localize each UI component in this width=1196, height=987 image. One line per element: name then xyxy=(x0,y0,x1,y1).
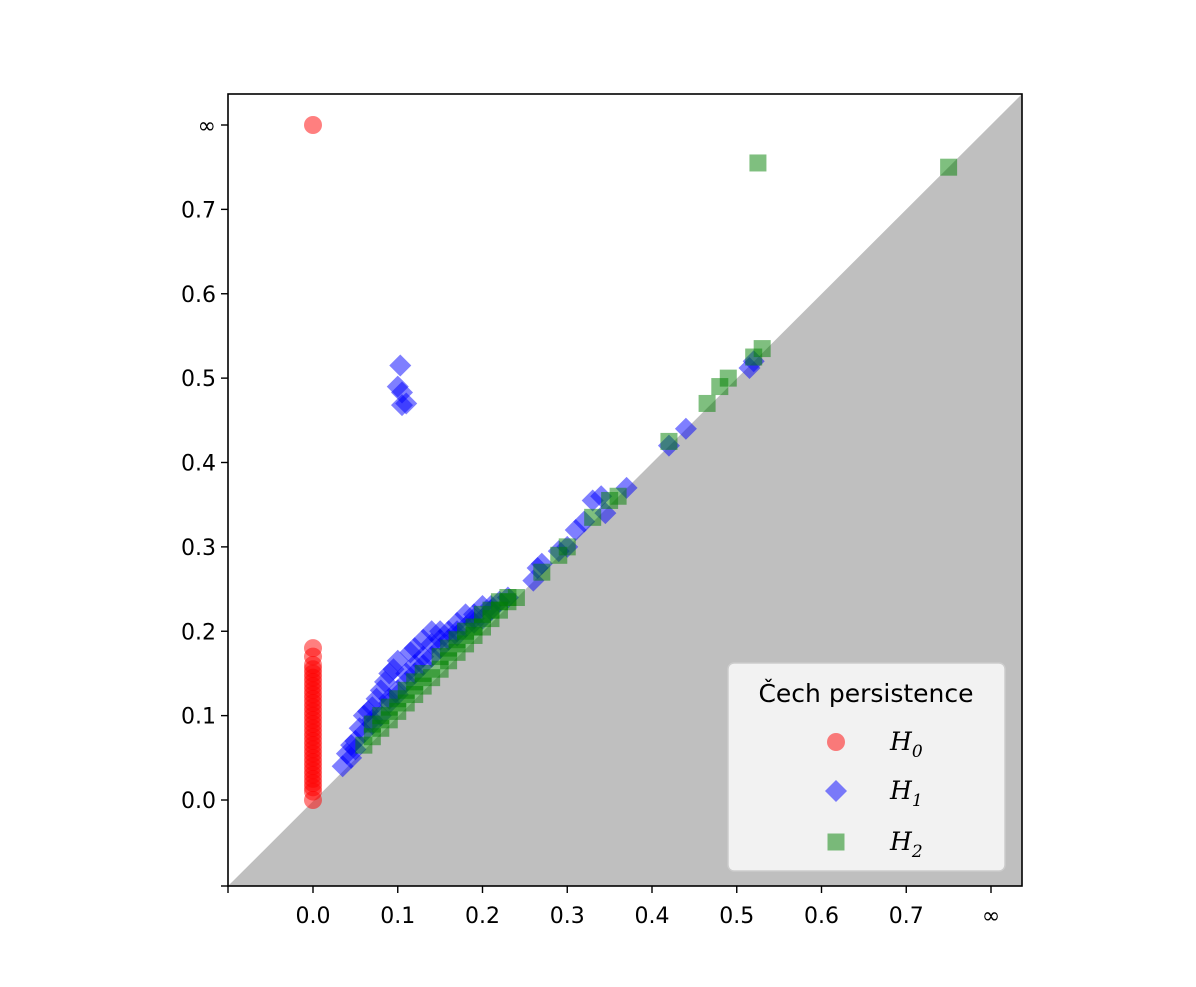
H2-point xyxy=(698,394,716,412)
H1-point xyxy=(389,354,412,377)
H2-point xyxy=(474,605,491,623)
H0-point xyxy=(304,116,322,134)
y-tick-label: 0.0 xyxy=(181,789,216,814)
legend-marker-H0 xyxy=(827,733,845,751)
series-H0 xyxy=(304,116,322,809)
H2-point xyxy=(550,546,568,564)
y-axis: 0.0 0.1 0.2 0.3 0.4 0.5 0.6 0.7 ∞ xyxy=(181,114,228,887)
x-axis: 0.0 0.1 0.2 0.3 0.4 0.5 0.6 0.7 ∞ xyxy=(227,886,1000,929)
x-tick-label: 0.7 xyxy=(889,904,924,929)
y-tick-label: 0.4 xyxy=(181,452,216,477)
H2-point xyxy=(711,378,729,396)
H2-point xyxy=(457,622,475,640)
H2-point xyxy=(749,154,767,172)
y-tick-label: ∞ xyxy=(198,114,216,139)
x-tick-label: 0.5 xyxy=(719,904,754,929)
H2-point xyxy=(601,491,619,509)
H0-point xyxy=(304,791,322,809)
H2-point xyxy=(406,673,424,691)
H2-point xyxy=(440,639,458,657)
x-tick-label: 0.2 xyxy=(465,904,500,929)
legend-marker-H2 xyxy=(827,833,845,851)
legend-marker-H1 xyxy=(825,780,847,802)
H2-point xyxy=(660,432,678,450)
y-tick-label: 0.7 xyxy=(181,198,216,223)
legend-box xyxy=(727,662,1006,872)
H2-point xyxy=(533,563,551,581)
x-tick-label: 0.0 xyxy=(296,904,331,929)
H1-point xyxy=(412,645,435,668)
H2-point xyxy=(499,589,517,606)
legend-label-H0: H0 xyxy=(889,727,923,762)
H1-point xyxy=(564,519,587,541)
series-H2 xyxy=(355,154,958,754)
H2-point xyxy=(389,690,407,708)
H2-point xyxy=(372,707,390,725)
y-tick-label: 0.2 xyxy=(181,620,216,645)
y-tick-label: 0.1 xyxy=(181,705,216,730)
y-tick-label: 0.3 xyxy=(181,536,216,561)
y-tick-label: 0.6 xyxy=(181,283,216,308)
H1-point xyxy=(390,394,413,417)
H2-point xyxy=(355,736,373,754)
markers-layer xyxy=(304,116,958,809)
x-tick-label: 0.1 xyxy=(380,904,415,929)
H1-point xyxy=(674,417,697,440)
x-tick-label: 0.3 xyxy=(550,904,585,929)
H2-point xyxy=(745,348,763,366)
x-tick-label: 0.6 xyxy=(804,904,839,929)
legend-label-H2: H2 xyxy=(889,827,923,862)
legend-entries: H0 H1 H2 xyxy=(825,727,923,862)
x-tick-label: 0.4 xyxy=(635,904,670,929)
plot-frame xyxy=(227,93,1023,887)
H2-point xyxy=(940,158,958,176)
x-tick-label: ∞ xyxy=(982,904,1000,929)
legend-label-H1: H1 xyxy=(889,776,923,811)
y-tick-label: 0.5 xyxy=(181,367,216,392)
legend-title: Čech persistence xyxy=(758,678,973,708)
legend: Čech persistence H0 H1 H2 xyxy=(727,662,1006,872)
H2-point xyxy=(584,508,602,526)
